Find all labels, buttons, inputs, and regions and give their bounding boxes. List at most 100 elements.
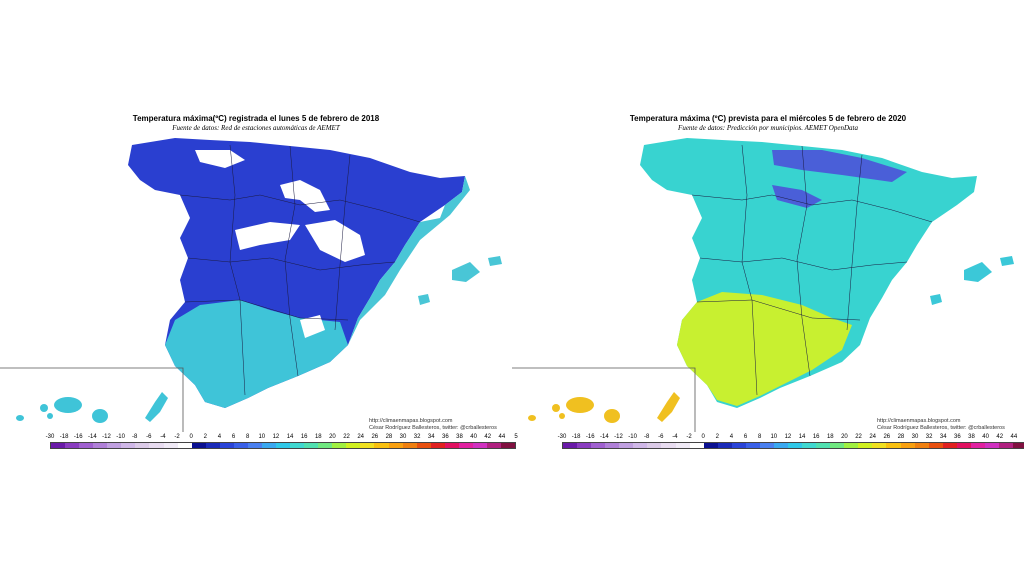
canary-islands bbox=[16, 392, 168, 423]
scale-tick-label: -10 bbox=[628, 434, 637, 440]
scale-tick-label: 28 bbox=[385, 434, 393, 440]
scale-tick-label: -14 bbox=[88, 434, 97, 440]
spain-temperature-map bbox=[0, 138, 502, 432]
scale-tick-label: -8 bbox=[644, 434, 650, 440]
scale-tick-label: -2 bbox=[174, 434, 180, 440]
scale-tick-label: 12 bbox=[784, 434, 792, 440]
canary-inset-frame bbox=[0, 367, 184, 432]
scale-color-cell bbox=[844, 443, 859, 448]
scale-tick-label: 18 bbox=[314, 434, 322, 440]
canary-inset-frame bbox=[512, 367, 696, 432]
temperature-zone bbox=[772, 185, 822, 208]
province-borders bbox=[691, 144, 933, 396]
map-title: Temperatura máxima(ºC) registrada el lun… bbox=[132, 114, 380, 123]
scale-color-cell bbox=[163, 443, 178, 448]
scale-tick-label: 34 bbox=[427, 434, 435, 440]
scale-color-cell bbox=[402, 443, 417, 448]
scale-color-cell bbox=[1013, 443, 1024, 448]
scale-tick-label: -4 bbox=[160, 434, 166, 440]
scale-color-cell bbox=[318, 443, 333, 448]
scale-color-cell bbox=[121, 443, 136, 448]
scale-tick-label: -6 bbox=[146, 434, 152, 440]
map-source: Fuente de datos: Red de estaciones autom… bbox=[172, 124, 340, 132]
scale-color-cell bbox=[647, 443, 662, 448]
scale-tick-label: -4 bbox=[672, 434, 678, 440]
scale-tick-label: 6 bbox=[231, 434, 236, 440]
scale-tick-label: 0 bbox=[189, 434, 193, 440]
scale-color-cell bbox=[759, 443, 774, 448]
temperature-zone bbox=[195, 150, 245, 168]
scale-color-cell bbox=[135, 443, 150, 448]
scale-tick-label: -12 bbox=[614, 434, 623, 440]
scale-tick-label: 44 bbox=[1010, 434, 1018, 440]
scale-tick-label: 12 bbox=[272, 434, 280, 440]
map-title: Temperatura máxima (ºC) prevista para el… bbox=[629, 114, 907, 123]
scale-tick-label: 18 bbox=[826, 434, 834, 440]
scale-color-cell bbox=[51, 443, 66, 448]
scale-tick-label: 42 bbox=[484, 434, 492, 440]
scale-color-cell bbox=[942, 443, 957, 448]
scale-tick-label: -16 bbox=[585, 434, 595, 440]
scale-color-cell bbox=[577, 443, 592, 448]
scale-tick-label: -12 bbox=[102, 434, 111, 440]
scale-color-cell bbox=[675, 443, 690, 448]
scale-tick-label: 26 bbox=[371, 434, 379, 440]
scale-color-cell bbox=[360, 443, 375, 448]
temperature-zone bbox=[348, 176, 470, 345]
scale-color-cell bbox=[290, 443, 305, 448]
scale-tick-label: 14 bbox=[286, 434, 294, 440]
scale-color-cell bbox=[970, 443, 985, 448]
scale-tick-label: 14 bbox=[798, 434, 806, 440]
scale-ticks: -30 -18 -16 -14 -12 -10 -8 -6 -4 -2 0 2 4 6 8 10 12 14 16 1… bbox=[558, 434, 1024, 442]
scale-tick-label: 36 bbox=[954, 434, 961, 440]
scale-color-cell bbox=[205, 443, 220, 448]
scale-color-cell bbox=[900, 443, 915, 448]
scale-tick-label: 20 bbox=[841, 434, 848, 440]
scale-tick-label: 8 bbox=[758, 434, 762, 440]
scale-color-cell bbox=[416, 443, 431, 448]
balearic-islands bbox=[488, 256, 502, 266]
scale-color-cell bbox=[956, 443, 971, 448]
scale-tick-label: -30 bbox=[45, 434, 55, 440]
temperature-zone bbox=[677, 292, 852, 406]
scale-tick-label: 16 bbox=[812, 434, 820, 440]
scale-tick-label: 24 bbox=[357, 434, 364, 440]
map-source: Fuente de datos: Predicción por municipi… bbox=[678, 124, 858, 132]
scale-bar bbox=[562, 442, 1024, 449]
scale-tick-label: 28 bbox=[897, 434, 905, 440]
scale-tick-label: 36 bbox=[442, 434, 449, 440]
scale-tick-label: -8 bbox=[132, 434, 138, 440]
author-credit: César Rodríguez Ballesteros, twitter: @c… bbox=[877, 425, 1005, 431]
scale-ticks: -30 -18 -16 -14 -12 -10 -8 -6 -4 -2 0 2 4 6 8 10 12 14 16 1… bbox=[46, 434, 518, 442]
scale-color-cell bbox=[788, 443, 803, 448]
scale-color-cell bbox=[486, 443, 501, 448]
scale-tick-label: 10 bbox=[258, 434, 266, 440]
scale-color-cell bbox=[802, 443, 817, 448]
scale-color-cell bbox=[816, 443, 831, 448]
scale-color-cell bbox=[149, 443, 164, 448]
scale-color-cell bbox=[998, 443, 1013, 448]
scale-color-cell bbox=[79, 443, 94, 448]
province-borders bbox=[179, 144, 421, 396]
scale-color-cell bbox=[444, 443, 459, 448]
scale-color-cell bbox=[219, 443, 234, 448]
scale-tick-label: 30 bbox=[911, 434, 919, 440]
scale-tick-label: 6 bbox=[743, 434, 748, 440]
scale-tick-label: -16 bbox=[73, 434, 83, 440]
scale-color-cell bbox=[633, 443, 648, 448]
scale-color-cell bbox=[430, 443, 445, 448]
scale-color-cell bbox=[745, 443, 760, 448]
scale-tick-label: 22 bbox=[343, 434, 350, 440]
scale-tick-label: 44 bbox=[498, 434, 506, 440]
scale-tick-label: -30 bbox=[557, 434, 567, 440]
scale-tick-label: -18 bbox=[59, 434, 69, 440]
scale-tick-label: -6 bbox=[658, 434, 664, 440]
map-credit: http://climaenmapas.blogspot.com César R… bbox=[369, 418, 497, 432]
scale-tick-label: 10 bbox=[770, 434, 778, 440]
scale-color-cell bbox=[928, 443, 943, 448]
scale-tick-label: 38 bbox=[968, 434, 975, 440]
scale-tick-label: 2 bbox=[203, 434, 207, 440]
balearic-islands bbox=[930, 294, 942, 305]
scale-color-cell bbox=[332, 443, 347, 448]
scale-color-cell bbox=[773, 443, 788, 448]
